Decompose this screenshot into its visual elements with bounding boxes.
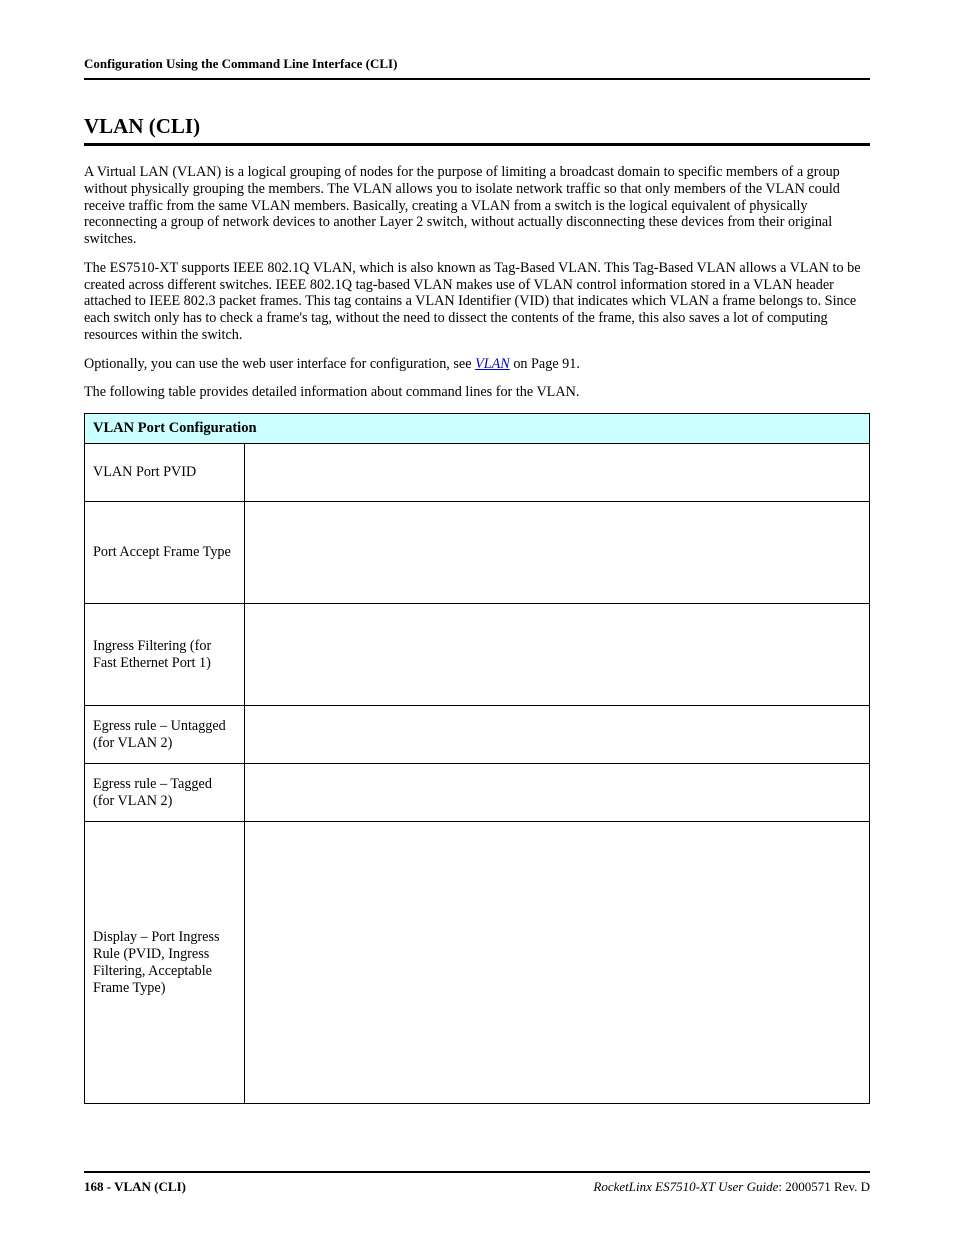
table-header-row: VLAN Port Configuration xyxy=(85,414,870,444)
intro-paragraph-4: The following table provides detailed in… xyxy=(84,384,870,401)
section-title: VLAN (CLI) xyxy=(84,114,870,146)
footer-right: RocketLinx ES7510-XT User Guide: 2000571… xyxy=(593,1179,870,1195)
table-row: Egress rule – Tagged (for VLAN 2) xyxy=(85,764,870,822)
table-header-cell: VLAN Port Configuration xyxy=(85,414,870,444)
row-value xyxy=(245,502,870,604)
footer-rule xyxy=(84,1171,870,1173)
row-label: Display – Port Ingress Rule (PVID, Ingre… xyxy=(85,822,245,1104)
intro-paragraph-3: Optionally, you can use the web user int… xyxy=(84,356,870,373)
footer-left: 168 - VLAN (CLI) xyxy=(84,1179,186,1195)
row-label: Ingress Filtering (for Fast Ethernet Por… xyxy=(85,604,245,706)
revision: : 2000571 Rev. D xyxy=(778,1179,870,1194)
row-label: Port Accept Frame Type xyxy=(85,502,245,604)
table-row: Egress rule – Untagged (for VLAN 2) xyxy=(85,706,870,764)
intro-paragraph-2: The ES7510-XT supports IEEE 802.1Q VLAN,… xyxy=(84,260,870,344)
row-value xyxy=(245,764,870,822)
table-row: Ingress Filtering (for Fast Ethernet Por… xyxy=(85,604,870,706)
page-number: 168 xyxy=(84,1179,104,1194)
page-footer: 168 - VLAN (CLI) RocketLinx ES7510-XT Us… xyxy=(84,1171,870,1195)
table-row: VLAN Port PVID xyxy=(85,444,870,502)
row-value xyxy=(245,444,870,502)
page-label: - VLAN (CLI) xyxy=(104,1179,186,1194)
vlan-port-config-table: VLAN Port Configuration VLAN Port PVID P… xyxy=(84,413,870,1104)
guide-name: RocketLinx ES7510-XT User Guide xyxy=(593,1179,778,1194)
row-value xyxy=(245,706,870,764)
row-value xyxy=(245,822,870,1104)
table-row: Port Accept Frame Type xyxy=(85,502,870,604)
p3-pre-text: Optionally, you can use the web user int… xyxy=(84,356,475,372)
row-label: Egress rule – Tagged (for VLAN 2) xyxy=(85,764,245,822)
vlan-link[interactable]: VLAN xyxy=(475,356,510,372)
footer-row: 168 - VLAN (CLI) RocketLinx ES7510-XT Us… xyxy=(84,1179,870,1195)
p3-post-text: on Page 91. xyxy=(510,356,580,372)
row-label: VLAN Port PVID xyxy=(85,444,245,502)
row-label: Egress rule – Untagged (for VLAN 2) xyxy=(85,706,245,764)
intro-paragraph-1: A Virtual LAN (VLAN) is a logical groupi… xyxy=(84,164,870,248)
table-row: Display – Port Ingress Rule (PVID, Ingre… xyxy=(85,822,870,1104)
row-value xyxy=(245,604,870,706)
running-header: Configuration Using the Command Line Int… xyxy=(84,56,870,80)
